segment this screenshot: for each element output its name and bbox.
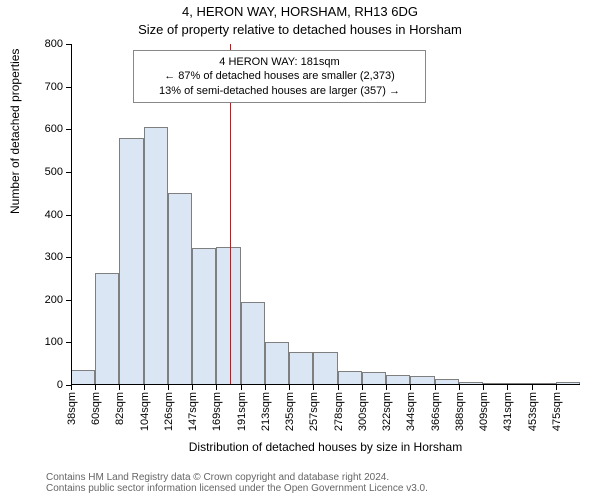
histogram-bar [119, 138, 143, 385]
info-box-line: ← 87% of detached houses are smaller (2,… [142, 69, 417, 83]
x-tick [216, 385, 217, 390]
title-line-1: 4, HERON WAY, HORSHAM, RH13 6DG [0, 4, 600, 20]
x-tick-label: 431sqm [502, 392, 514, 431]
y-axis-label-text: Number of detached properties [8, 48, 22, 213]
x-tick-label: 126sqm [163, 392, 175, 431]
y-tick-label: 0 [57, 379, 63, 391]
y-tick-label: 800 [45, 38, 63, 50]
histogram-bar [289, 352, 313, 385]
y-tick-label: 100 [45, 336, 63, 348]
x-tick [119, 385, 120, 390]
x-tick [556, 385, 557, 390]
x-tick-label: 322sqm [381, 392, 393, 431]
histogram-bar [313, 352, 337, 385]
title-line-1-text: 4, HERON WAY, HORSHAM, RH13 6DG [182, 4, 418, 19]
y-tick-label: 600 [45, 123, 63, 135]
x-axis-label-text: Distribution of detached houses by size … [189, 440, 462, 454]
x-tick [289, 385, 290, 390]
x-tick [386, 385, 387, 390]
x-tick-label: 388sqm [454, 392, 466, 431]
x-tick-label: 169sqm [212, 392, 224, 431]
x-tick [507, 385, 508, 390]
x-tick [71, 385, 72, 390]
x-tick-label: 257sqm [309, 392, 321, 431]
x-tick-label: 104sqm [139, 392, 151, 431]
x-tick [265, 385, 266, 390]
x-tick-label: 235sqm [284, 392, 296, 431]
x-tick-label: 300sqm [357, 392, 369, 431]
x-tick [532, 385, 533, 390]
x-tick [338, 385, 339, 390]
x-tick [168, 385, 169, 390]
x-tick [483, 385, 484, 390]
x-tick-label: 147sqm [187, 392, 199, 431]
histogram-bar [192, 248, 216, 385]
x-axis-label: Distribution of detached houses by size … [71, 440, 580, 454]
footer-attribution: Contains HM Land Registry data © Crown c… [46, 472, 428, 494]
x-tick [241, 385, 242, 390]
x-tick-label: 278sqm [333, 392, 345, 431]
chart-container: 4, HERON WAY, HORSHAM, RH13 6DG Size of … [0, 0, 600, 500]
x-tick [95, 385, 96, 390]
histogram-bar [216, 247, 240, 385]
y-tick-label: 300 [45, 251, 63, 263]
y-axis-line [71, 44, 72, 385]
histogram-bar [265, 342, 289, 385]
y-tick-label: 200 [45, 294, 63, 306]
x-tick-label: 38sqm [66, 392, 78, 425]
x-tick-label: 453sqm [527, 392, 539, 431]
x-axis-line [71, 384, 580, 385]
x-tick-label: 475sqm [551, 392, 563, 431]
info-box-line: 13% of semi-detached houses are larger (… [142, 84, 417, 98]
x-tick-label: 60sqm [90, 392, 102, 425]
histogram-bar [95, 273, 119, 385]
x-tick-label: 213sqm [260, 392, 272, 431]
histogram-bar [144, 127, 168, 385]
histogram-bar [71, 370, 95, 385]
histogram-bar [241, 302, 265, 385]
title-line-2-text: Size of property relative to detached ho… [138, 22, 462, 37]
x-tick-label: 366sqm [430, 392, 442, 431]
histogram-bar [338, 371, 362, 385]
x-tick [435, 385, 436, 390]
x-tick [459, 385, 460, 390]
x-tick [410, 385, 411, 390]
info-box: 4 HERON WAY: 181sqm← 87% of detached hou… [133, 50, 426, 103]
x-tick [313, 385, 314, 390]
histogram-bar [168, 193, 192, 385]
x-tick [362, 385, 363, 390]
x-tick [144, 385, 145, 390]
title-line-2: Size of property relative to detached ho… [0, 22, 600, 38]
x-tick [192, 385, 193, 390]
y-tick-label: 400 [45, 209, 63, 221]
y-tick-label: 700 [45, 81, 63, 93]
x-tick-label: 344sqm [406, 392, 418, 431]
info-box-line: 4 HERON WAY: 181sqm [142, 55, 417, 69]
y-tick-label: 500 [45, 166, 63, 178]
x-tick-label: 191sqm [236, 392, 248, 431]
x-tick-label: 409sqm [478, 392, 490, 431]
x-tick-label: 82sqm [115, 392, 127, 425]
plot-area: 010020030040050060070080038sqm60sqm82sqm… [71, 44, 580, 385]
